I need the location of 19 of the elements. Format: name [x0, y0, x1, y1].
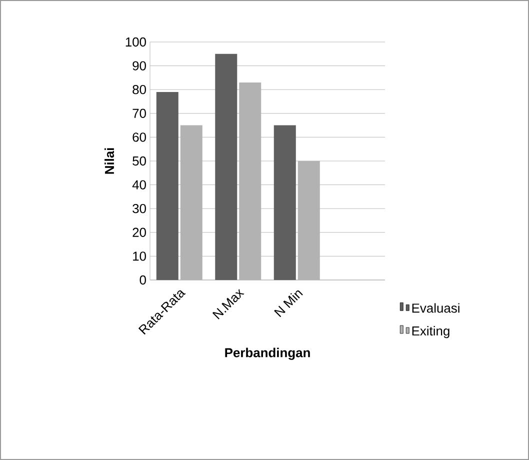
legend-label: Exiting [412, 326, 450, 338]
y-tick-label: 60 [132, 132, 146, 142]
y-tick-label: 0 [140, 275, 146, 285]
x-axis-title: Perbandingan [225, 348, 310, 360]
y-axis-title: Nilai [104, 148, 114, 174]
bar [215, 54, 238, 280]
x-tick-label: N Min [274, 290, 303, 318]
bar [156, 92, 178, 280]
y-tick-label: 30 [132, 204, 146, 214]
y-tick-label: 50 [132, 156, 146, 166]
y-tick-label: 70 [132, 108, 146, 118]
y-tick-label: 10 [133, 252, 146, 261]
y-tick-label: 20 [132, 228, 146, 237]
bar [274, 125, 296, 280]
y-tick-label: 90 [132, 61, 146, 70]
y-tick-label: 40 [132, 180, 146, 190]
y-tick-label: 100 [126, 37, 146, 47]
y-tick-label: 80 [132, 84, 146, 94]
legend-label: Evaluasi [412, 303, 460, 313]
